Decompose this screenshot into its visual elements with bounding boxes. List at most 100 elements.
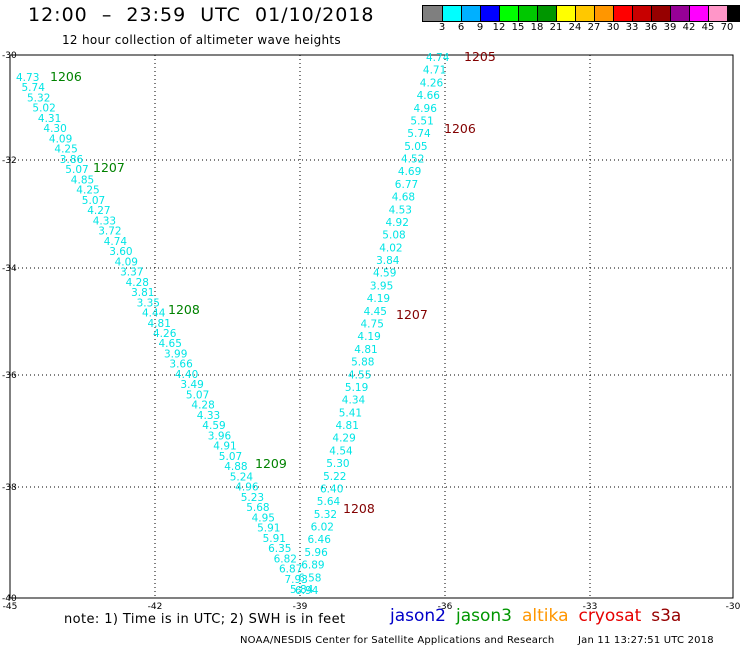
wave-height-value: 5.05 [404, 141, 427, 153]
scale-label: 15 [511, 22, 525, 33]
scale-swatch [518, 6, 537, 21]
wave-height-value: 4.26 [153, 328, 177, 340]
graticule-grid [10, 55, 733, 598]
wave-height-value: 4.73 [16, 72, 39, 84]
wave-height-value: 4.69 [398, 166, 421, 178]
scale-label: 18 [530, 22, 544, 33]
wave-height-value: 6.89 [301, 560, 324, 572]
wave-height-value: 5.19 [345, 382, 368, 394]
wave-height-value: 6.35 [268, 543, 291, 555]
scale-swatch [499, 6, 518, 21]
wave-height-value: 3.72 [98, 226, 121, 238]
wave-height-value: 5.88 [351, 357, 374, 369]
wave-height-value: 3.60 [109, 246, 132, 258]
page-subtitle: 12 hour collection of altimeter wave hei… [62, 33, 341, 47]
wave-height-value: 4.88 [224, 461, 247, 473]
wave-height-value: 4.81 [354, 344, 377, 356]
scale-swatch [594, 6, 613, 21]
wave-height-value: 6.02 [311, 522, 334, 534]
wave-height-value: 5.51 [410, 116, 433, 128]
wave-height-value: 5.23 [241, 492, 264, 504]
lon-label: -33 [583, 602, 598, 612]
scale-swatch [708, 6, 727, 21]
wave-height-value: 4.65 [159, 338, 182, 350]
scale-label: 21 [549, 22, 563, 33]
satellite-legend-item: jason2 [390, 606, 446, 626]
wave-height-value: 4.66 [417, 90, 441, 102]
lat-label: -32 [2, 156, 17, 166]
wave-height-value: 4.26 [420, 77, 444, 89]
wave-height-value: 4.31 [38, 113, 61, 125]
wave-height-value: 4.68 [392, 192, 415, 204]
wave-height-value: 5.74 [407, 128, 431, 140]
wave-height-value: 4.59 [202, 420, 225, 432]
lon-label: -45 [3, 602, 18, 612]
scale-label: 45 [701, 22, 715, 33]
wave-height-value: 4.74 [426, 52, 450, 64]
wave-height-value: 5.91 [263, 533, 286, 545]
scale-swatch [556, 6, 575, 21]
wave-height-value: 4.30 [43, 123, 66, 135]
scale-swatch [442, 6, 461, 21]
wave-height-value: 5.64 [317, 496, 341, 508]
scale-label: 24 [568, 22, 582, 33]
wave-height-value: 6.58 [298, 572, 321, 584]
wave-height-value: 3.96 [208, 430, 232, 442]
scale-swatch [537, 6, 556, 21]
scale-label: 27 [587, 22, 601, 33]
color-scale-bar [422, 5, 740, 22]
wave-height-value: 3.86 [60, 154, 84, 166]
wave-height-value: 4.40 [175, 369, 198, 381]
satellite-legend-item: altika [522, 606, 569, 626]
wave-height-value: 6.46 [308, 534, 332, 546]
wave-height-value: 4.34 [342, 395, 366, 407]
pass-time-label: 1206 [50, 69, 82, 84]
wave-height-value: 4.25 [76, 185, 99, 197]
scale-swatch [423, 6, 442, 21]
wave-height-value: 5.02 [32, 103, 55, 115]
scale-label: 12 [492, 22, 506, 33]
wave-height-value: 4.75 [361, 319, 384, 331]
wave-height-value: 4.81 [148, 318, 171, 330]
wave-height-value: 3.35 [137, 297, 160, 309]
wave-height-value: 4.19 [367, 293, 390, 305]
map-frame [9, 54, 734, 599]
wave-height-value: 5.08 [382, 230, 405, 242]
wave-height-value: 4.95 [252, 512, 275, 524]
wave-height-value: 5.74 [22, 82, 46, 94]
wave-height-value: 4.02 [379, 242, 402, 254]
wave-height-value: 5.24 [230, 471, 254, 483]
wave-height-value: 3.49 [180, 379, 203, 391]
wave-height-value: 3.95 [370, 280, 393, 292]
page-title: 12:00 – 23:59 UTC 01/10/2018 [28, 4, 375, 26]
wave-height-value: 4.81 [336, 420, 359, 432]
wave-height-value: 6.77 [395, 179, 418, 191]
wave-height-value: 4.74 [104, 236, 128, 248]
wave-height-value: 4.54 [329, 445, 353, 457]
scale-label: 9 [476, 22, 484, 33]
scale-swatch [689, 6, 708, 21]
pass-time-label: 1206 [444, 121, 476, 136]
wave-height-value: 4.44 [142, 308, 166, 320]
scale-swatch [670, 6, 689, 21]
pass-time-label: 1207 [93, 160, 125, 175]
satellite-legend: jason2 jason3 altika cryosat s3a [390, 606, 691, 626]
satellite-legend-item: cryosat [578, 606, 642, 626]
wave-height-value: 6.82 [274, 553, 297, 565]
wave-height-value: 4.96 [414, 103, 438, 115]
wave-height-value: 5.68 [246, 502, 269, 514]
scale-swatch [575, 6, 594, 21]
wave-height-value: 7.93 [285, 574, 308, 586]
wave-height-value: 4.25 [54, 144, 77, 156]
wave-height-value: 6.87 [279, 564, 302, 576]
lon-label: -30 [726, 602, 740, 612]
wave-height-value: 4.45 [364, 306, 387, 318]
wave-height-value: 4.53 [389, 204, 412, 216]
scale-swatch [613, 6, 632, 21]
lon-label: -42 [148, 602, 163, 612]
altimeter-tracks: 4.735.745.325.024.314.304.094.253.865.07… [16, 49, 496, 597]
wave-height-value: 5.91 [257, 523, 280, 535]
wave-height-value: 4.59 [373, 268, 396, 280]
wave-height-value: 5.07 [82, 195, 105, 207]
